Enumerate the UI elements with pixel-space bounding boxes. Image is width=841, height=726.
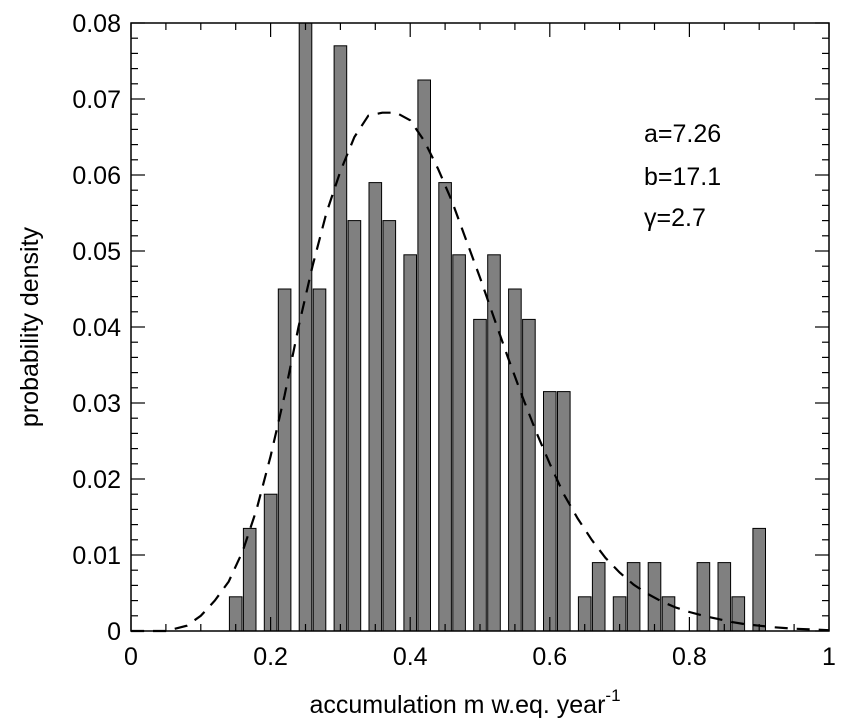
x-tick-label: 0.2	[253, 643, 288, 671]
bar-21	[591, 562, 606, 632]
x-tick-label: 0.8	[672, 643, 707, 671]
bar-15	[487, 254, 501, 632]
bar-8	[368, 182, 383, 632]
x-tick-label: 1	[822, 643, 836, 671]
bar-19	[557, 391, 571, 632]
y-tick-label: 0.05	[72, 238, 121, 266]
y-axis-label: probability density	[16, 226, 44, 427]
bar-6	[333, 45, 348, 632]
plot-frame	[130, 22, 830, 632]
bar-5	[312, 288, 327, 632]
x-axis-label-superscript: -1	[605, 686, 620, 705]
bar-25	[661, 596, 676, 632]
y-tick-labels: 0 0.01 0.02 0.03 0.04 0.05 0.06 0.07 0.08	[72, 10, 121, 646]
y-tick-label: 0.08	[72, 10, 121, 38]
x-tick-label: 0	[124, 643, 138, 671]
bar-27	[717, 562, 732, 632]
bar-2	[263, 493, 278, 632]
bar-13	[452, 254, 466, 632]
x-tick-label: 0.4	[393, 643, 428, 671]
bars-group	[228, 22, 767, 632]
bar-11	[417, 79, 431, 632]
param-a: a=7.26	[644, 120, 721, 148]
bar-14	[473, 318, 487, 632]
bar-4	[298, 22, 313, 632]
x-tick-labels: 0 0.2 0.4 0.6 0.8 1	[124, 643, 836, 671]
bar-3	[277, 288, 292, 632]
param-gamma: γ=2.7	[644, 204, 706, 232]
x-axis-label: accumulation m w.eq. year-1	[309, 686, 620, 719]
y-tick-label: 0.07	[72, 86, 121, 114]
bar-18	[543, 391, 557, 632]
bar-28	[731, 596, 746, 632]
bar-17	[522, 318, 536, 632]
x-tick-label: 0.6	[532, 643, 567, 671]
fit-curve	[131, 111, 830, 633]
y-tick-label: 0.06	[72, 162, 121, 190]
y-tick-label: 0.04	[72, 314, 121, 342]
x-axis-label-main: accumulation m w.eq. year	[309, 691, 605, 719]
param-b: b=17.1	[644, 163, 721, 191]
bar-12	[438, 182, 452, 632]
bar-9	[382, 220, 397, 632]
bar-7	[347, 220, 362, 632]
bar-29	[752, 527, 767, 632]
y-tick-label: 0.03	[72, 390, 121, 418]
bar-26	[696, 562, 711, 632]
y-tick-label: 0	[107, 618, 121, 646]
y-tick-label: 0.01	[72, 542, 121, 570]
fit-parameters: a=7.26 b=17.1 γ=2.7	[644, 120, 721, 232]
bar-23	[626, 562, 641, 632]
bar-16	[508, 288, 522, 632]
y-tick-label: 0.02	[72, 466, 121, 494]
bar-10	[403, 254, 417, 632]
